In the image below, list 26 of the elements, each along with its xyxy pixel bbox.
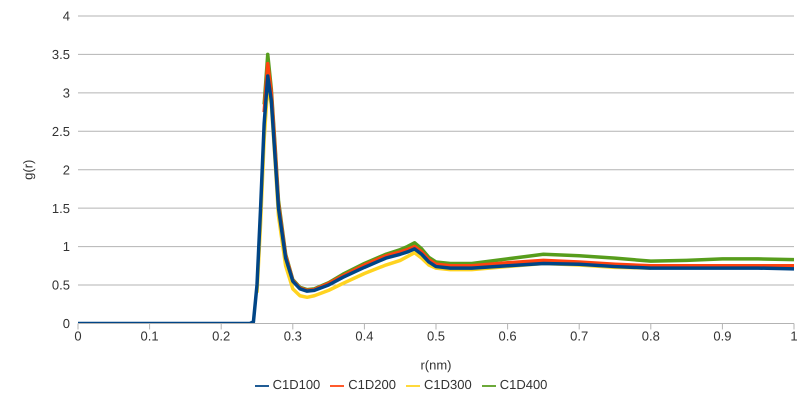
y-axis-title: g(r)	[20, 160, 36, 180]
x-tick-label: 0.1	[140, 328, 159, 344]
x-tick-label: 0.9	[713, 328, 732, 344]
y-tick-label: 2	[62, 162, 70, 178]
x-tick-label: 0.3	[284, 328, 302, 344]
y-tick-label: 2.5	[52, 124, 70, 139]
y-tick-label: 1.5	[52, 200, 70, 216]
legend-label: C1D200	[348, 377, 396, 392]
x-tick-label: 0	[74, 328, 82, 344]
y-tick-label: 4	[62, 8, 70, 24]
x-tick-label: 0.6	[498, 328, 517, 344]
legend-label: C1D100	[272, 377, 320, 392]
x-tick-label: 0.2	[212, 328, 230, 344]
x-tick-label: 0.7	[570, 328, 588, 344]
y-tick-label: 0	[62, 316, 70, 332]
x-tick-label: 0.8	[642, 328, 660, 344]
x-tick-label: 1	[790, 328, 798, 344]
legend-label: C1D400	[500, 377, 548, 392]
x-tick-label: 0.4	[355, 328, 374, 344]
legend-label: C1D300	[424, 377, 472, 392]
x-axis-title: r(nm)	[420, 357, 452, 372]
y-tick-label: 3	[62, 85, 70, 100]
y-tick-label: 1	[62, 239, 70, 254]
y-tick-label: 3.5	[52, 47, 70, 62]
y-tick-label: 0.5	[52, 278, 70, 293]
x-tick-label: 0.5	[426, 328, 446, 344]
